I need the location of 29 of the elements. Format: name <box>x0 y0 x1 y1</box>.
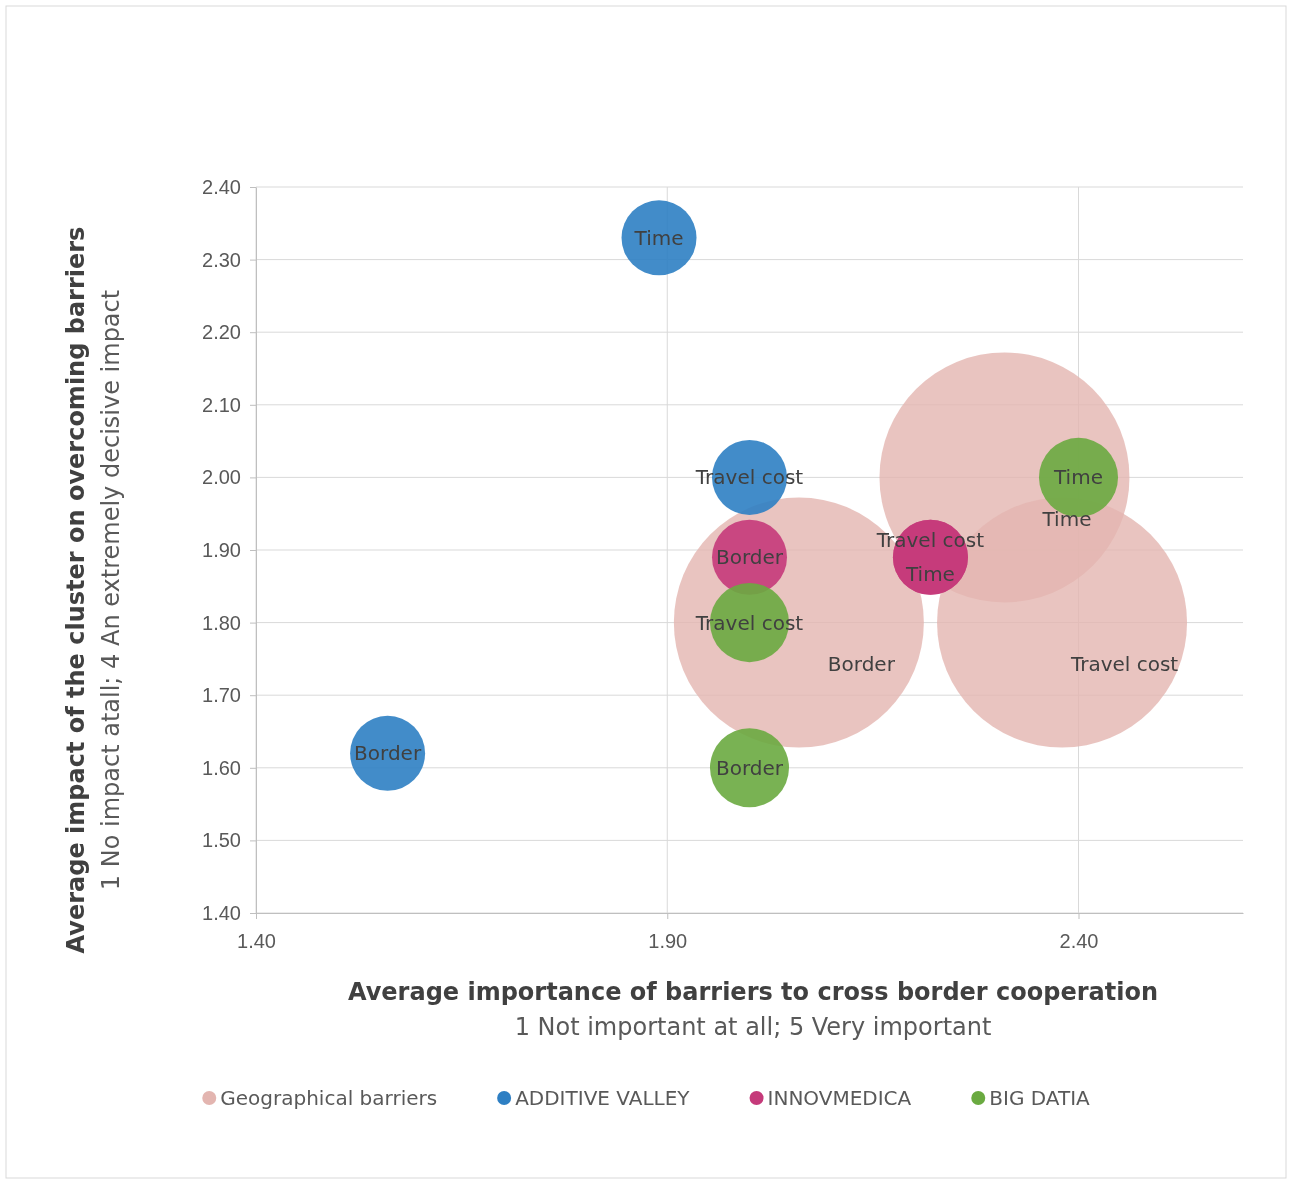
legend-label: INNOVMEDICA <box>767 1086 912 1110</box>
legend-label: ADDITIVE VALLEY <box>515 1086 691 1110</box>
y-tick-label: 2.30 <box>202 248 241 271</box>
y-tick-label: 1.70 <box>202 684 241 707</box>
data-label: Time <box>1041 506 1092 531</box>
data-label: Border <box>715 545 784 570</box>
x-tick-label: 1.90 <box>648 930 688 952</box>
legend-label: BIG DATIA <box>989 1086 1091 1110</box>
data-label: Time <box>904 562 955 587</box>
y-tick-label: 1.80 <box>202 611 241 634</box>
y-tick-label: 2.10 <box>202 393 241 416</box>
data-label: Border <box>827 651 896 676</box>
y-tick-label: 1.50 <box>202 829 241 852</box>
data-label: Travel cost <box>1069 651 1179 676</box>
y-tick-label: 2.00 <box>202 466 241 489</box>
data-label: Time <box>633 225 684 250</box>
y-tick-label: 1.60 <box>202 756 241 779</box>
legend-label: Geographical barriers <box>220 1086 438 1110</box>
y-tick-label: 2.20 <box>202 321 241 344</box>
y-tick-label: 2.40 <box>202 175 241 198</box>
x-tick-label: 1.40 <box>237 930 276 952</box>
y-tick-label: 1.40 <box>202 901 241 924</box>
y-axis-title: Average impact of the cluster on overcoming barriers 1 No impact atall; 4 An extremely decisive impact <box>62 226 125 954</box>
data-label: Border <box>715 755 784 780</box>
x-tick-label: 2.40 <box>1059 930 1099 952</box>
data-label: Border <box>354 741 422 766</box>
data-label: Time <box>1053 465 1103 490</box>
y-tick-label: 1.90 <box>202 538 241 561</box>
x-axis-title: Average importance of barriers to cross border cooperation 1 Not important at all; 5 Very important <box>347 978 1159 1041</box>
